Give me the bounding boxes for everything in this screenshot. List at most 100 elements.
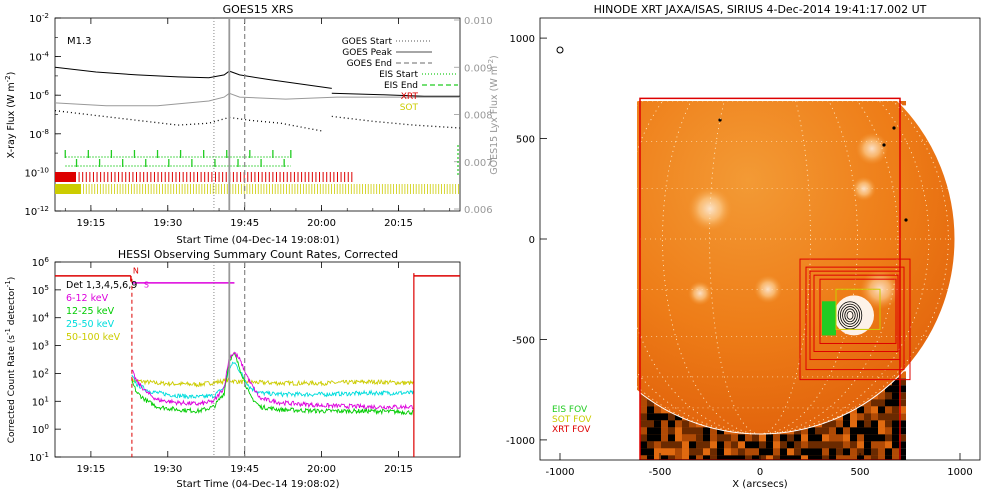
map-offdisk-pixel [857,420,864,428]
goes-ytick-right-label: 0.009 [464,63,493,74]
hessi-curve [131,351,414,416]
hessi-ylabel-close: ) [7,277,17,281]
map-image-area [556,46,956,460]
map-offdisk-pixel [822,434,829,442]
dark-spot [892,126,896,130]
map-offdisk-pixel [682,441,689,449]
map-offdisk-pixel [745,434,752,442]
hessi-ytick-label-base: 10 [32,369,45,380]
map-offdisk-pixel [864,406,871,414]
goes-curve [331,115,460,129]
map-offdisk-pixel [640,413,647,421]
goes-axes: 19:15 19:30 19:45 20:00 20:1510-1210-1010-81… [25,11,493,229]
map-offdisk-pixel [640,399,647,407]
map-offdisk-pixel [668,455,675,460]
map-offdisk-pixel [815,434,822,442]
map-offdisk-pixel [899,427,906,435]
map-offdisk-pixel [717,441,724,449]
map-offdisk-pixel [787,448,794,456]
goes-ytick-label: 10-6 [29,88,49,102]
map-offdisk-pixel [822,427,829,435]
map-offdisk-pixel [717,455,724,460]
map-offdisk-pixel [668,434,675,442]
map-offdisk-pixel [892,427,899,435]
goes-xtick-label: 19:15 [76,218,105,229]
map-offdisk-pixel [654,413,661,421]
hessi-xtick-label: 19:45 [230,464,259,475]
map-offdisk-pixel [710,434,717,442]
hessi-legend-label: 12-25 keV [66,306,115,317]
map-offdisk-pixel [675,455,682,460]
map-offdisk-pixel [878,420,885,428]
map-offdisk-pixel [829,448,836,456]
map-offdisk-pixel [829,434,836,442]
map-offdisk-pixel [822,441,829,449]
goes-xtick-label: 20:00 [307,218,336,229]
hessi-ytick-label-exp: 2 [44,366,49,375]
map-offdisk-pixel [675,413,682,421]
map-offdisk-pixel [689,434,696,442]
map-offdisk-pixel [640,441,647,449]
xrt-map-panel: HINODE XRT JAXA/ISAS, SIRIUS 4-Dec-2014 … [497,3,981,490]
map-offdisk-pixel [864,441,871,449]
eis-fov-box [822,301,836,336]
hessi-saa-label: S [144,281,149,290]
xrt-fov-box [805,266,905,371]
map-offdisk-pixel [661,448,668,456]
map-offdisk-pixel [871,406,878,414]
reference-marker [556,46,564,54]
map-offdisk-pixel [899,101,906,106]
map-offdisk-pixel [640,434,647,442]
map-image [637,101,956,460]
map-offdisk-pixel [647,399,654,407]
map-offdisk-pixel [738,441,745,449]
map-offdisk-pixel [682,420,689,428]
hessi-ytick-label-base: 10 [29,453,42,464]
map-offdisk-pixel [808,434,815,442]
map-offdisk-pixel [759,455,766,460]
map-offdisk-pixel [717,434,724,442]
map-offdisk-pixel [787,434,794,442]
map-offdisk-pixel [703,441,710,449]
goes-ytick-right-label: 0.007 [464,158,493,169]
map-offdisk-pixel [864,434,871,442]
goes-curve [55,109,322,132]
hessi-ytick-label: 100 [32,422,50,436]
hessi-ytick-label-exp: -1 [42,450,49,459]
map-offdisk-pixel [871,448,878,456]
map-offdisk-pixel [759,434,766,442]
map-ytick-label: -1000 [506,436,535,447]
xrt-fov-box [799,258,911,381]
map-offdisk-pixel [640,455,647,460]
hessi-xtick-label: 20:15 [384,464,413,475]
hessi-ylabel-sup2: -1 [4,280,12,287]
bright-region [688,186,732,231]
hessi-ytick-label: 102 [32,366,49,380]
map-offdisk-pixel [654,406,661,414]
map-offdisk-pixel [647,441,654,449]
map-offdisk-pixel [738,448,745,456]
hessi-ytick-label-base: 10 [32,397,45,408]
map-offdisk-pixel [857,427,864,435]
map-offdisk-pixel [878,427,885,435]
hessi-ytick-label-base: 10 [32,286,45,297]
goes-curve [55,66,332,89]
goes-ytick-right-label: 0.006 [464,205,493,216]
hessi-ytick-label: 101 [32,394,49,408]
map-offdisk-pixel [843,434,850,442]
goes-ytick-right-label: 0.010 [464,16,493,27]
map-offdisk-pixel [661,413,668,421]
map-offdisk-pixel [682,455,689,460]
goes-legend-label: XRT [401,92,419,102]
map-offdisk-pixel [808,448,815,456]
hessi-ytick-label-exp: 0 [44,422,49,431]
map-offdisk-pixel [885,427,892,435]
hessi-night-label: N [133,267,139,276]
map-offdisk-pixel [696,434,703,442]
xrt-fov-box [813,274,899,353]
map-offdisk-pixel [668,413,675,421]
goes-ytick-right-label: 0.008 [464,111,493,122]
goes-ytick-label-base: 10 [29,53,42,64]
map-offdisk-pixel [829,455,836,460]
map-offdisk-pixel [661,427,668,435]
